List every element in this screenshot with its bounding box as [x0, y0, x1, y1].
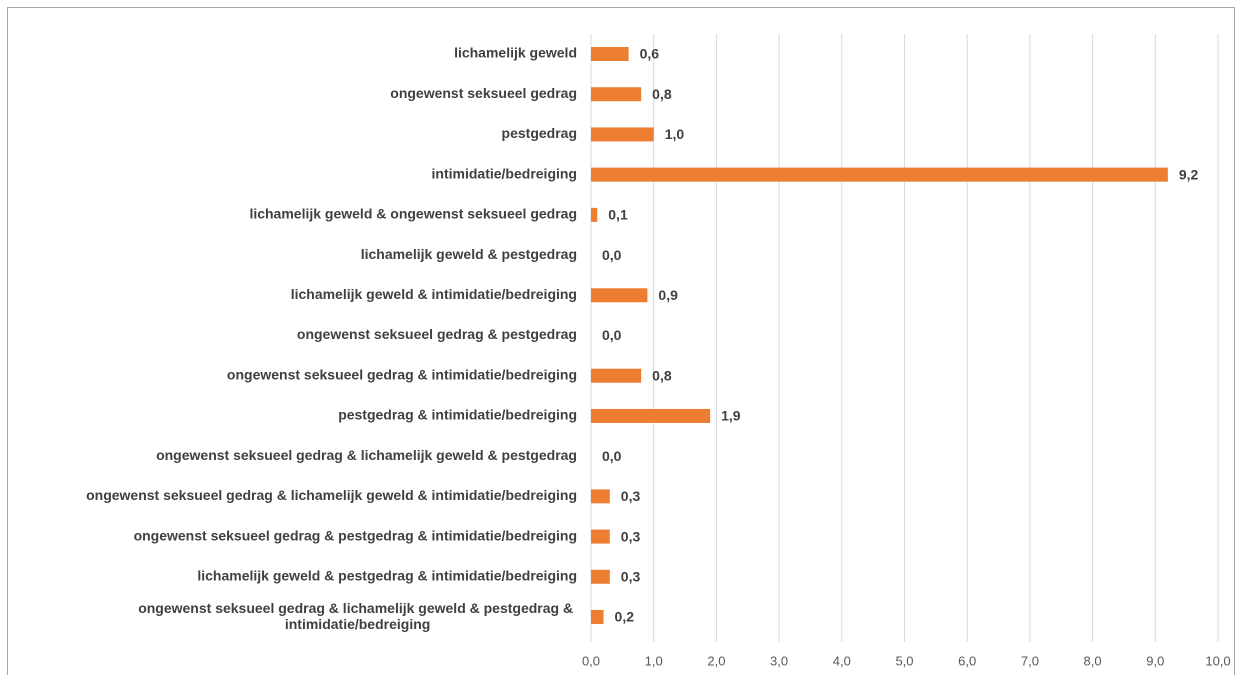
y-tick-label: intimidatie/bedreiging — [432, 165, 577, 181]
value-label: 9,2 — [1179, 166, 1199, 182]
y-tick-label: lichamelijk geweld & ongewenst seksueel … — [249, 206, 577, 222]
bar — [591, 167, 1168, 182]
value-label: 0,1 — [608, 207, 628, 223]
y-tick-label: ongewenst seksueel gedrag — [390, 85, 577, 101]
y-tick-label: ongewenst seksueel gedrag & lichamelijk … — [156, 447, 577, 463]
y-tick-label: lichamelijk geweld & intimidatie/bedreig… — [291, 286, 577, 302]
bar — [591, 87, 642, 102]
value-label: 0,6 — [640, 46, 660, 62]
x-tick-label: 4,0 — [833, 653, 851, 668]
bar — [591, 127, 654, 142]
bar — [591, 368, 642, 383]
y-tick-label: lichamelijk geweld & pestgedrag & intimi… — [197, 567, 577, 583]
y-tick-label: lichamelijk geweld & pestgedrag — [361, 246, 577, 262]
bar — [591, 569, 610, 584]
bar — [591, 207, 598, 222]
y-tick-label: ongewenst seksueel gedrag & lichamelijk … — [138, 600, 577, 632]
bar — [591, 529, 610, 544]
x-tick-label: 7,0 — [1021, 653, 1039, 668]
x-tick-label: 3,0 — [770, 653, 788, 668]
bar — [591, 288, 648, 303]
value-label: 0,0 — [602, 448, 622, 464]
y-tick-label: ongewenst seksueel gedrag & lichamelijk … — [86, 487, 577, 503]
value-label: 0,3 — [621, 528, 641, 544]
x-tick-label: 10,0 — [1205, 653, 1230, 668]
y-tick-label: ongewenst seksueel gedrag & pestgedrag &… — [134, 527, 577, 543]
x-tick-label: 2,0 — [707, 653, 725, 668]
x-tick-label: 1,0 — [645, 653, 663, 668]
bar — [591, 489, 610, 504]
value-label: 0,8 — [652, 367, 672, 383]
value-label: 1,9 — [721, 408, 741, 424]
x-tick-label: 5,0 — [895, 653, 913, 668]
x-tick-label: 9,0 — [1146, 653, 1164, 668]
value-label: 0,2 — [615, 609, 635, 625]
y-tick-label: pestgedrag & intimidatie/bedreiging — [338, 407, 577, 423]
y-tick-label: pestgedrag — [502, 125, 577, 141]
value-label: 1,0 — [665, 126, 685, 142]
x-tick-label: 6,0 — [958, 653, 976, 668]
value-label: 0,9 — [658, 287, 678, 303]
value-label: 0,3 — [621, 488, 641, 504]
x-tick-label: 8,0 — [1084, 653, 1102, 668]
value-label: 0,3 — [621, 568, 641, 584]
x-tick-label: 0,0 — [582, 653, 600, 668]
value-label: 0,8 — [652, 86, 672, 102]
bar — [591, 408, 711, 423]
y-tick-label: ongewenst seksueel gedrag & pestgedrag — [297, 326, 577, 342]
value-label: 0,0 — [602, 247, 622, 263]
value-label: 0,0 — [602, 327, 622, 343]
y-tick-label: lichamelijk geweld — [454, 45, 577, 61]
bar — [591, 610, 604, 624]
y-tick-label: ongewenst seksueel gedrag & intimidatie/… — [227, 366, 577, 382]
bar — [591, 47, 629, 61]
chart-border — [7, 7, 1235, 675]
